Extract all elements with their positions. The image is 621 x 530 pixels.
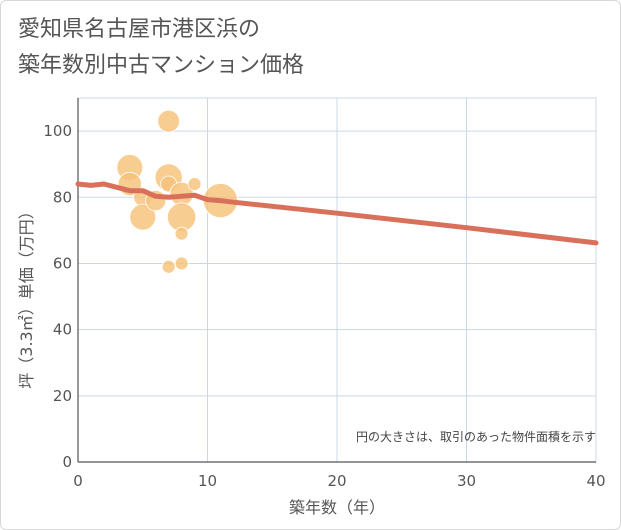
x-tick-label: 40 [586, 472, 605, 490]
x-tick-label: 0 [73, 472, 83, 490]
y-tick-label: 0 [62, 453, 72, 471]
tick-labels: 0 10 20 30 40 0 20 40 60 80 100 [43, 122, 605, 490]
y-axis-title: 坪（3.3㎡）単価（万円） [17, 203, 36, 388]
bubble-point [157, 109, 180, 133]
y-tick-label: 100 [43, 122, 72, 140]
x-tick-label: 10 [198, 472, 217, 490]
bubble-point [174, 226, 189, 241]
grid-lines [77, 97, 597, 463]
x-tick-label: 30 [457, 472, 476, 490]
bubble-size-note: 円の大きさは、取引のあった物件面積を示す [356, 429, 596, 444]
trend-line [75, 181, 599, 246]
bubble-point [129, 203, 157, 231]
x-tick-label: 20 [327, 472, 346, 490]
bubble-point [187, 177, 202, 191]
bubbles [116, 109, 238, 274]
y-tick-label: 40 [53, 321, 72, 339]
bubble-point [161, 259, 176, 274]
chart-title-line-1: 愛知県名古屋市港区浜の [18, 17, 261, 42]
chart-title-line-2: 築年数別中古マンション価格 [18, 53, 305, 78]
y-tick-label: 80 [53, 188, 72, 206]
y-tick-label: 60 [53, 254, 72, 272]
y-tick-label: 20 [53, 387, 72, 405]
chart-title: 愛知県名古屋市港区浜の 築年数別中古マンション価格 [18, 12, 304, 84]
x-axis-title: 築年数（年） [289, 498, 385, 517]
trend-line-layer [75, 181, 599, 246]
bubble-point [174, 256, 189, 271]
